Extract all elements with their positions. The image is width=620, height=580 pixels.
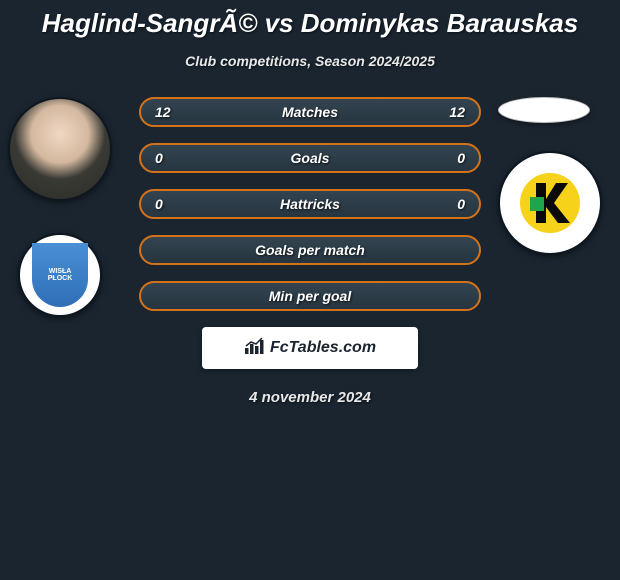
stat-right-value: 12 [441, 104, 465, 120]
player-left-club-badge: WISŁA PŁOCK [18, 233, 102, 317]
club-left-name-2: PŁOCK [48, 275, 73, 282]
brand-text: FcTables.com [270, 339, 376, 357]
stat-left-value: 0 [155, 196, 179, 212]
snapshot-date: 4 november 2024 [0, 389, 620, 406]
stat-left-value: 0 [155, 150, 179, 166]
stats-container: 12 Matches 12 0 Goals 0 0 Hattricks 0 Go… [139, 97, 481, 311]
stat-right-value: 0 [441, 150, 465, 166]
stat-row-goals: 0 Goals 0 [139, 143, 481, 173]
stat-label: Goals per match [255, 242, 365, 258]
gks-badge-icon [516, 169, 584, 237]
stat-row-goals-per-match: Goals per match [139, 235, 481, 265]
brand-box: FcTables.com [202, 327, 418, 369]
player-right-avatar [498, 97, 590, 123]
club-left-name-1: WISŁA [49, 268, 72, 275]
comparison-title: Haglind-SangrÃ© vs Dominykas Barauskas [0, 0, 620, 39]
stat-label: Goals [291, 150, 330, 166]
stat-row-hattricks: 0 Hattricks 0 [139, 189, 481, 219]
player-right-club-badge [498, 151, 602, 255]
stat-label: Min per goal [269, 288, 351, 304]
stat-label: Hattricks [280, 196, 340, 212]
wisla-shield-icon: WISŁA PŁOCK [32, 243, 88, 307]
player-left-avatar [8, 97, 112, 201]
stat-left-value: 12 [155, 104, 179, 120]
stat-label: Matches [282, 104, 338, 120]
main-area: WISŁA PŁOCK 12 Matches 12 0 Goals 0 0 Ha… [0, 97, 620, 406]
bar-chart-icon [244, 337, 266, 360]
season-subtitle: Club competitions, Season 2024/2025 [0, 53, 620, 69]
stat-right-value: 0 [441, 196, 465, 212]
stat-row-min-per-goal: Min per goal [139, 281, 481, 311]
stat-row-matches: 12 Matches 12 [139, 97, 481, 127]
